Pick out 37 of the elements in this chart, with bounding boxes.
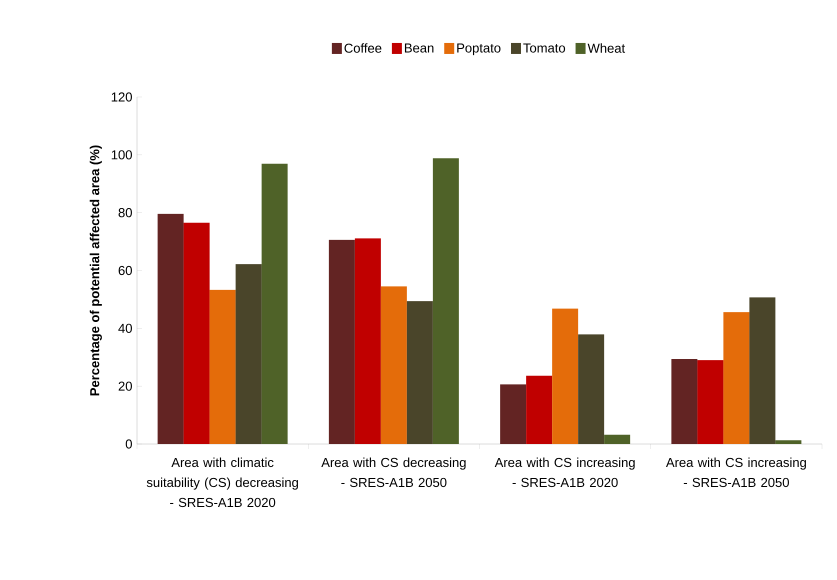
bar bbox=[432, 158, 459, 444]
y-tick-label: 60 bbox=[118, 266, 132, 276]
bar bbox=[328, 240, 355, 444]
y-axis-title: Percentage of potential affected area (%) bbox=[90, 145, 102, 396]
bar bbox=[262, 164, 288, 444]
bar bbox=[775, 440, 802, 444]
bar bbox=[184, 222, 210, 444]
legend-label: Bean bbox=[404, 44, 434, 53]
bar bbox=[604, 434, 630, 444]
bar bbox=[210, 290, 236, 444]
bar bbox=[500, 384, 526, 444]
bar bbox=[578, 334, 604, 444]
y-tick-label: 120 bbox=[112, 92, 132, 102]
y-tick-label: 0 bbox=[126, 439, 132, 449]
bar bbox=[526, 376, 552, 444]
legend-label: Wheat bbox=[588, 43, 626, 53]
bar bbox=[380, 286, 407, 444]
legend-label: Coffee bbox=[344, 43, 382, 53]
bar bbox=[671, 358, 698, 444]
y-tick-label: 20 bbox=[118, 382, 132, 391]
bar bbox=[723, 312, 750, 444]
bar bbox=[697, 360, 724, 444]
y-tick-label: 100 bbox=[112, 150, 132, 160]
legend-label: Poptato bbox=[457, 44, 500, 56]
y-tick-label: 80 bbox=[118, 208, 132, 218]
legend-label: Tomato bbox=[523, 44, 566, 53]
x-tick-label: Area with CS decreasing - SRES-A1B 2050 bbox=[321, 458, 466, 488]
bar bbox=[749, 297, 776, 444]
bar bbox=[552, 308, 578, 444]
bar bbox=[158, 214, 184, 444]
x-tick-label: Area with CS increasing - SRES-A1B 2020 bbox=[494, 458, 635, 488]
bar bbox=[354, 238, 381, 444]
x-tick-label: Area with CS increasing - SRES-A1B 2050 bbox=[666, 458, 806, 488]
bar bbox=[406, 301, 433, 444]
bar bbox=[236, 264, 262, 444]
x-tick-label: Area with climatic suitability (CS) decreasing - SRES-A1B 2020 bbox=[146, 458, 298, 508]
y-tick-label: 40 bbox=[118, 324, 132, 333]
